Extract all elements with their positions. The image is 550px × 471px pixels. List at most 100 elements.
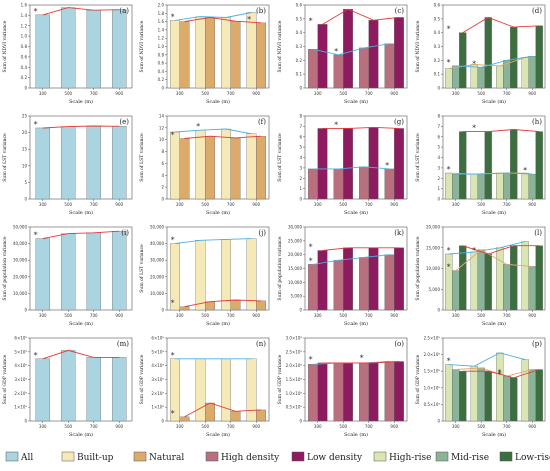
bar-low-rise	[484, 371, 492, 422]
y-tick-label: 4	[299, 155, 302, 160]
bar-low-density	[343, 128, 353, 200]
trend-line	[462, 129, 540, 133]
bar-high-rise	[521, 172, 529, 200]
y-tick-label: 6×10⁹	[14, 336, 27, 341]
y-tick-label: 10,000	[13, 291, 27, 296]
chart-panel-c: 0 0.1 0.2 0.3 0.4 0.5 0.6 * * 300 500 700 900 Scale (…	[277, 3, 408, 105]
y-tick-label: 0.5	[434, 16, 441, 21]
bar-high-rise	[470, 173, 478, 200]
trend-line	[312, 43, 390, 56]
y-tick-label: 0.4	[21, 65, 28, 70]
x-tick-label: 500	[64, 202, 72, 207]
bar-low-rise	[535, 369, 543, 422]
y-tick-label: 15,000	[426, 245, 440, 250]
bar-high-density	[333, 168, 344, 200]
y-tick-label: 0	[161, 308, 164, 313]
panel-letter: (h)	[532, 118, 542, 126]
trend-line	[42, 7, 120, 16]
y-tick-label: 14	[159, 114, 165, 119]
y-tick-label: 4	[437, 155, 440, 160]
y-tick-label: 3.0×10⁹	[286, 336, 303, 341]
bar-high-rise	[470, 251, 478, 311]
legend-label: High-rise	[389, 453, 431, 463]
y-tick-label: 2	[437, 176, 440, 181]
panel-letter: (k)	[394, 229, 404, 237]
bar-high-density	[384, 361, 395, 422]
bar-high-density	[333, 362, 344, 422]
y-axis-label: Sum of population variance	[277, 236, 283, 300]
bar-mid-rise	[477, 367, 485, 422]
panel-letter: (c)	[395, 7, 405, 15]
bar-low-density	[317, 24, 328, 89]
y-tick-label: 20	[22, 130, 28, 135]
y-tick-label: 1.8	[158, 11, 165, 16]
legend-swatch	[5, 451, 19, 462]
bar-low-density	[394, 247, 404, 311]
x-tick-label: 300	[176, 202, 184, 207]
bar-low-rise	[484, 17, 492, 89]
bar-mid-rise	[477, 249, 485, 311]
x-tick-label: 500	[339, 313, 347, 318]
x-axis-label: Scale (m)	[69, 320, 93, 327]
x-tick-label: 300	[39, 91, 47, 96]
bar-low-rise	[535, 245, 543, 311]
chart-panel-g: 0 1 2 3 4 5 6 7 8 * * 300 500 700 900 Scale (m) Sum of L…	[277, 114, 408, 216]
chart-panel-f: 0 2 4 6 8 10 12 14 * * 300 500 700 900 Scale (m) Sum of…	[139, 114, 270, 216]
x-axis-label: Scale (m)	[344, 320, 368, 327]
bar-high-density	[308, 264, 318, 311]
bar-built-up	[170, 358, 180, 422]
x-tick-label: 300	[452, 91, 460, 96]
legend-swatch	[435, 451, 449, 462]
x-tick-label: 900	[528, 313, 536, 318]
y-tick-label: 0	[299, 197, 302, 202]
bar-high-density	[359, 47, 369, 89]
plot-frame	[442, 337, 546, 422]
x-tick-label: 900	[115, 424, 123, 429]
x-tick-label: 700	[227, 202, 235, 207]
y-tick-label: 1.5×10⁹	[424, 369, 441, 374]
bar-high-density	[384, 43, 395, 89]
y-tick-label: 4×10⁹	[151, 363, 164, 368]
y-tick-label: 50,000	[13, 225, 27, 230]
bar-all	[35, 127, 50, 200]
plot-frame	[166, 226, 270, 311]
y-tick-label: 5×10⁹	[14, 349, 27, 354]
bar-all	[61, 350, 76, 422]
y-tick-label: 0	[299, 308, 302, 313]
panel-letter: (f)	[258, 118, 266, 126]
y-tick-label: 10	[159, 137, 165, 142]
bar-all	[112, 357, 127, 422]
bar-all	[61, 7, 76, 89]
bar-built-up	[246, 358, 257, 422]
y-tick-label: 1.6	[21, 3, 28, 8]
y-axis-label: Sum of NDVI variance	[2, 20, 8, 72]
bar-high-density	[384, 254, 395, 311]
bar-natural	[179, 138, 190, 200]
bar-low-density	[394, 361, 404, 422]
trend-line	[184, 299, 262, 308]
x-tick-label: 500	[64, 91, 72, 96]
bar-all	[35, 238, 50, 311]
x-axis-label: Scale (m)	[206, 431, 230, 438]
bar-all	[61, 126, 76, 200]
optimal-star: *	[171, 299, 175, 308]
y-tick-label: 3	[437, 165, 440, 170]
optimal-star: *	[171, 236, 175, 245]
bar-mid-rise	[452, 173, 460, 200]
bar-natural	[179, 416, 190, 422]
optimal-star: *	[309, 256, 313, 265]
x-axis-label: Scale (m)	[344, 209, 368, 216]
bar-natural	[205, 301, 215, 311]
bar-natural	[230, 299, 241, 311]
trend-line	[313, 166, 390, 170]
chart-panel-l: 0 5,000 10,000 15,000 20,000 * * * 300 500 700 900 S…	[415, 225, 546, 327]
y-tick-label: 0.4	[158, 69, 165, 74]
y-tick-label: 1	[299, 186, 302, 191]
optimal-star: *	[34, 231, 38, 240]
bar-low-rise	[535, 25, 543, 89]
chart-panel-e: 0 5 10 15 20 25 * 300 500 700 900 Scale (m) Sum of L…	[2, 114, 133, 216]
bar-low-density	[368, 20, 379, 89]
x-tick-label: 500	[64, 313, 72, 318]
bar-all	[112, 126, 127, 200]
y-tick-label: 5	[299, 145, 302, 150]
